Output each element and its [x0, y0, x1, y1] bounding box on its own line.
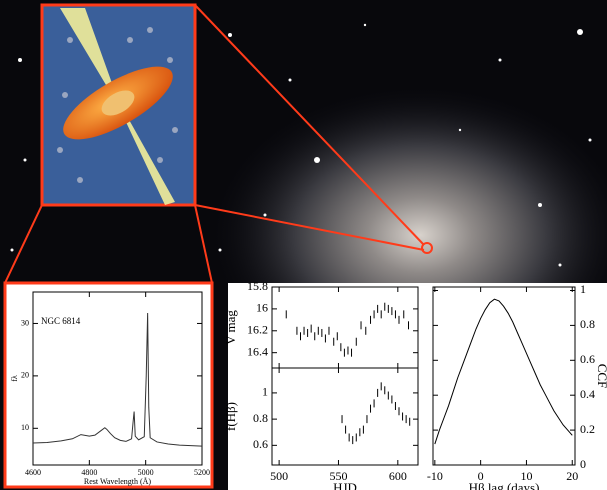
- x-tick-label: 600: [389, 469, 407, 483]
- y-tick-label: 15.8: [247, 279, 268, 293]
- y-tick-label: 0.6: [580, 352, 595, 366]
- x-tick-label: 4600: [25, 468, 41, 477]
- x-tick-label: 4800: [81, 468, 97, 477]
- y-tick-label: 16.2: [247, 323, 268, 337]
- y-tick-label: 0.8: [580, 317, 595, 331]
- chart-title: NGC 6814: [41, 316, 81, 326]
- y-axis-label: f(Hβ): [223, 402, 238, 431]
- x-tick-label: 500: [270, 469, 288, 483]
- y-tick-label: 0.8: [253, 411, 268, 425]
- y-tick-label: 0: [580, 457, 586, 471]
- x-axis-label: Rest Wavelength (Å): [84, 477, 152, 486]
- agn-illustration: [42, 5, 195, 205]
- y-tick-label: 0.2: [580, 422, 595, 436]
- x-tick-label: 5200: [194, 468, 210, 477]
- y-tick-label: 0.6: [253, 437, 268, 451]
- x-axis-label: Hβ lag (days): [469, 480, 540, 490]
- y-axis-label: V mag: [223, 310, 238, 345]
- y-tick-label: 16: [256, 301, 268, 315]
- y-tick-label: 30: [21, 318, 29, 327]
- y-tick-label: 10: [21, 423, 29, 432]
- y-tick-label: 0.4: [580, 387, 595, 401]
- y-axis-label: fλ: [10, 375, 19, 382]
- spectrum-panel: [5, 283, 212, 487]
- x-axis-label: HJD: [333, 480, 357, 490]
- x-tick-label: 20: [566, 469, 578, 483]
- x-tick-label: -10: [427, 469, 443, 483]
- y-tick-label: 20: [21, 371, 29, 380]
- figure: 4600480050005200102030NGC 6814Rest Wavel…: [0, 0, 607, 490]
- y-tick-label: 16.4: [247, 344, 268, 358]
- y-axis-label: CCF: [595, 364, 607, 389]
- y-tick-label: 1: [580, 282, 586, 296]
- x-tick-label: 5000: [138, 468, 154, 477]
- y-tick-label: 1: [262, 385, 268, 399]
